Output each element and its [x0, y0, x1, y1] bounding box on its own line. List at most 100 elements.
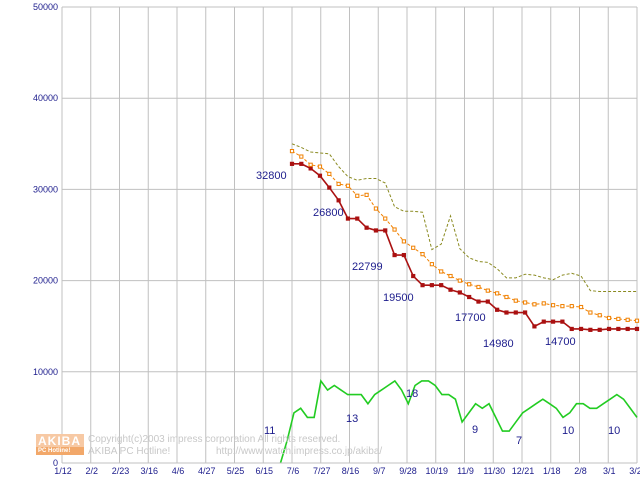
series-marker-average-price	[364, 192, 369, 197]
series-marker-average-price	[513, 298, 518, 303]
point-label: 32800	[256, 170, 287, 182]
x-tick-label: 2/23	[112, 466, 130, 476]
series-marker-average-price	[401, 239, 406, 244]
series-marker-average-price	[495, 291, 500, 296]
x-tick-label: 3/21	[629, 466, 640, 476]
series-marker-lowest-price	[392, 252, 397, 258]
x-tick-label: 2/2	[85, 466, 98, 476]
series-marker-lowest-price	[532, 324, 537, 329]
series-marker-lowest-price	[634, 326, 640, 332]
series-marker-average-price	[467, 282, 472, 287]
series-marker-average-price	[327, 171, 332, 176]
point-label: 14980	[483, 338, 514, 350]
y-tick-label: 40000	[33, 93, 58, 103]
series-marker-average-price	[411, 245, 416, 250]
series-marker-average-price	[317, 164, 323, 169]
series-marker-average-price	[457, 278, 462, 283]
x-tick-label: 3/1	[603, 466, 616, 476]
x-tick-label: 4/27	[198, 466, 216, 476]
point-label: 13	[346, 413, 358, 425]
point-label: 14700	[545, 336, 576, 348]
series-marker-average-price	[289, 148, 295, 154]
series-marker-average-price	[429, 262, 434, 267]
x-tick-label: 9/28	[399, 466, 417, 476]
series-marker-lowest-price	[411, 273, 416, 279]
series-marker-lowest-price	[578, 326, 584, 332]
series-marker-average-price	[578, 304, 584, 310]
x-tick-label: 7/6	[287, 466, 300, 476]
point-label: 22799	[352, 261, 383, 273]
x-tick-label: 3/16	[140, 466, 158, 476]
point-label: 26800	[313, 207, 344, 219]
x-tick-label: 7/27	[313, 466, 331, 476]
series-marker-average-price	[299, 154, 304, 159]
series-marker-average-price	[373, 206, 379, 211]
series-marker-lowest-price	[373, 228, 379, 233]
series-marker-lowest-price	[439, 283, 444, 288]
point-label: 18	[406, 388, 418, 400]
x-tick-label: 11/30	[483, 466, 505, 476]
series-line-highest-price	[291, 143, 637, 293]
series-marker-average-price	[588, 310, 593, 315]
series-marker-average-price	[383, 216, 388, 221]
series-marker-average-price	[392, 227, 397, 232]
series-marker-average-price	[504, 294, 509, 300]
series-marker-lowest-price	[299, 161, 304, 166]
series-marker-average-price	[420, 252, 425, 257]
series-marker-average-price	[606, 315, 612, 321]
x-tick-label: 8/16	[342, 466, 360, 476]
series-marker-lowest-price	[467, 294, 472, 300]
series-marker-average-price	[485, 288, 490, 293]
point-label: 10	[608, 425, 620, 437]
series-marker-lowest-price	[569, 326, 574, 332]
series-marker-lowest-price	[364, 225, 369, 230]
series-marker-average-price	[336, 181, 341, 187]
series-marker-average-price	[439, 269, 444, 274]
series-marker-lowest-price	[345, 216, 351, 221]
series-marker-lowest-price	[476, 299, 481, 304]
series-marker-lowest-price	[429, 283, 434, 288]
point-label: 17700	[455, 312, 486, 324]
series-marker-lowest-price	[504, 310, 509, 315]
point-label: 11	[264, 425, 275, 437]
x-tick-label: 1/12	[54, 466, 72, 476]
series-marker-average-price	[625, 317, 630, 322]
series-marker-lowest-price	[308, 166, 313, 171]
series-marker-lowest-price	[597, 327, 602, 332]
x-tick-label: 6/15	[255, 466, 273, 476]
grid	[61, 6, 638, 464]
series-marker-lowest-price	[560, 319, 565, 324]
y-axis-tick-labels: 0 10000 20000 30000 40000 50000	[33, 2, 58, 468]
y-tick-label: 0	[53, 458, 58, 468]
series-marker-average-price	[308, 162, 313, 167]
point-label: 9	[472, 424, 478, 436]
series-marker-average-price	[550, 303, 556, 308]
series-marker-average-price	[523, 300, 528, 305]
series-marker-lowest-price	[485, 299, 490, 304]
series-marker-lowest-price	[523, 310, 528, 315]
series-marker-lowest-price	[513, 310, 518, 315]
data-point-labels: 32800 26800 22799 19500 17700 14980 14700 11 13 1…	[256, 170, 620, 447]
y-tick-label: 50000	[33, 2, 58, 12]
x-tick-label: 2/8	[574, 466, 587, 476]
x-tick-label: 1/18	[543, 466, 561, 476]
series-marker-lowest-price	[457, 290, 462, 295]
series-marker-lowest-price	[289, 161, 295, 166]
series-marker-average-price	[532, 302, 537, 307]
x-tick-label: 10/19	[425, 466, 448, 476]
y-tick-label: 20000	[33, 276, 58, 286]
series-marker-lowest-price	[495, 307, 500, 312]
series-marker-lowest-price	[317, 173, 323, 178]
axis-layer	[61, 7, 637, 464]
series-marker-lowest-price	[401, 252, 406, 258]
series-marker-average-price	[448, 273, 453, 279]
x-tick-label: 4/6	[172, 466, 185, 476]
series-marker-lowest-price	[588, 327, 593, 332]
series-marker-lowest-price	[625, 326, 630, 332]
series-line-shop-count	[279, 378, 638, 464]
x-tick-label: 9/7	[373, 466, 386, 476]
x-tick-label: 11/9	[457, 466, 474, 476]
point-label: 10	[562, 425, 574, 437]
series-marker-average-price	[616, 316, 621, 322]
